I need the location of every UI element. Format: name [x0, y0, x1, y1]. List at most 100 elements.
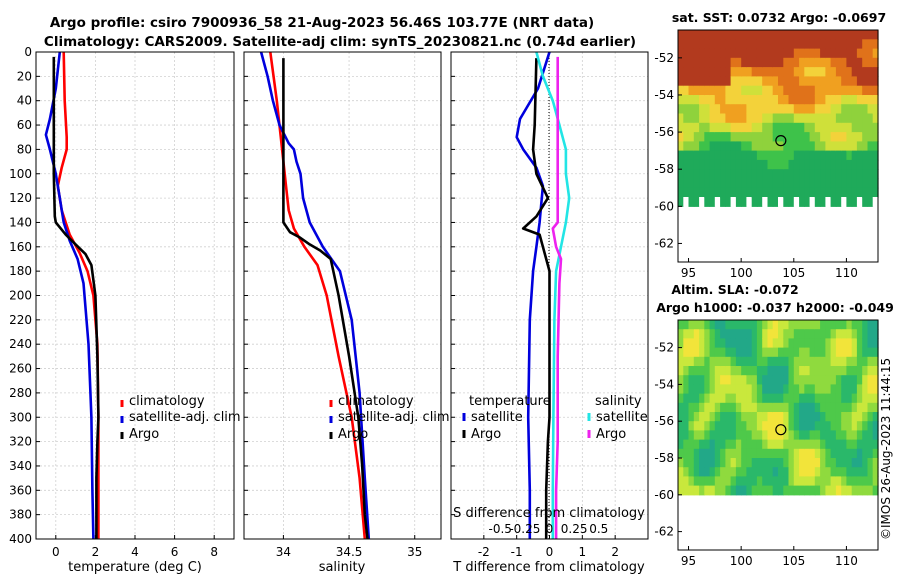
heatmap-cell — [741, 169, 748, 180]
heatmap-cell — [683, 485, 690, 496]
heatmap-cell — [704, 159, 711, 170]
heatmap-cell — [762, 347, 769, 358]
heatmap-cell — [746, 421, 753, 431]
heatmap-cell — [767, 347, 774, 358]
heatmap-cell — [725, 197, 732, 207]
heatmap-cell — [799, 113, 805, 124]
heatmap-cell — [814, 122, 821, 133]
heatmap-cell — [825, 356, 832, 367]
heatmap-cell — [725, 476, 732, 487]
heatmap-cell — [693, 458, 700, 468]
heatmap-cell — [741, 421, 748, 431]
heatmap-cell — [751, 366, 758, 376]
heatmap-cell — [720, 187, 726, 198]
heatmap-cell — [872, 76, 879, 87]
heatmap-cell — [678, 159, 684, 170]
heatmap-cell — [688, 384, 695, 395]
heatmap-cell — [804, 384, 811, 395]
y-tick-label: 360 — [9, 483, 32, 497]
heatmap-cell — [788, 197, 795, 207]
heatmap-cell — [746, 67, 753, 77]
heatmap-cell — [804, 448, 811, 459]
heatmap-cell — [730, 320, 737, 330]
y-tick-label: -54 — [654, 377, 674, 391]
heatmap-cell — [725, 439, 732, 450]
heatmap-cell — [851, 458, 858, 468]
heatmap-cell — [678, 85, 684, 96]
heatmap-cell — [714, 448, 721, 459]
heatmap-cell — [809, 384, 816, 395]
heatmap-cell — [783, 402, 790, 413]
heatmap-cell — [799, 356, 805, 367]
heatmap-cell — [735, 375, 742, 385]
heatmap-cell — [678, 67, 684, 77]
heatmap-cell — [793, 30, 800, 40]
heatmap-cell — [714, 329, 721, 339]
heatmap-cell — [820, 356, 826, 367]
heatmap-cell — [725, 356, 732, 367]
heatmap-cell — [809, 338, 816, 349]
heatmap-cell — [709, 39, 716, 50]
heatmap-cell — [772, 467, 779, 477]
heatmap-cell — [799, 366, 805, 376]
heatmap-cell — [788, 412, 795, 422]
heatmap-cell — [714, 476, 721, 487]
heatmap-cell — [851, 329, 858, 339]
y-tick-label: -52 — [654, 341, 674, 355]
heatmap-cell — [709, 132, 716, 142]
heatmap-cell — [793, 132, 800, 142]
heatmap-cell — [835, 39, 842, 50]
x-tick-label: 1 — [579, 545, 587, 559]
heatmap-cell — [867, 375, 874, 385]
heatmap-cell — [678, 95, 684, 105]
heatmap-cell — [804, 159, 811, 170]
heatmap-cell — [725, 39, 732, 50]
heatmap-cell — [709, 150, 716, 161]
heatmap-cell — [814, 458, 821, 468]
heatmap-cell — [856, 430, 863, 441]
heatmap-cell — [867, 430, 874, 441]
heatmap-cell — [851, 187, 858, 198]
heatmap-cell — [767, 159, 774, 170]
heatmap-cell — [767, 67, 774, 77]
heatmap-cell — [746, 39, 753, 50]
heatmap-cell — [778, 458, 784, 468]
heatmap-cell — [814, 150, 821, 161]
heatmap-cell — [730, 159, 737, 170]
heatmap-cell — [730, 197, 737, 207]
heatmap-cell — [809, 375, 816, 385]
heatmap-cell — [809, 122, 816, 133]
heatmap-cell — [756, 421, 763, 431]
heatmap-cell — [867, 439, 874, 450]
heatmap-cell — [841, 347, 848, 358]
heatmap-cell — [820, 150, 826, 161]
heatmap-cell — [814, 57, 821, 68]
heatmap-cell — [835, 95, 842, 105]
heatmap-cell — [756, 95, 763, 105]
heatmap-cell — [830, 347, 837, 358]
heatmap-cell — [735, 430, 742, 441]
heatmap-cell — [688, 356, 695, 367]
heatmap-cell — [725, 338, 732, 349]
heatmap-cell — [756, 30, 763, 40]
heatmap-cell — [804, 347, 811, 358]
heatmap-cell — [772, 159, 779, 170]
heatmap-cell — [720, 320, 726, 330]
heatmap-cell — [804, 39, 811, 50]
heatmap-cell — [862, 113, 869, 124]
heatmap-cell — [699, 366, 705, 376]
heatmap-cell — [809, 347, 816, 358]
heatmap-cell — [714, 76, 721, 87]
heatmap-cell — [730, 113, 737, 124]
heatmap-cell — [704, 347, 711, 358]
heatmap-cell — [820, 39, 826, 50]
heatmap-cell — [862, 458, 869, 468]
heatmap-cell — [804, 132, 811, 142]
heatmap-cell — [735, 421, 742, 431]
heatmap-cell — [678, 448, 684, 459]
heatmap-cell — [804, 95, 811, 105]
heatmap-cell — [762, 393, 769, 404]
heatmap-cell — [830, 356, 837, 367]
heatmap-cell — [841, 356, 848, 367]
heatmap-cell — [693, 159, 700, 170]
